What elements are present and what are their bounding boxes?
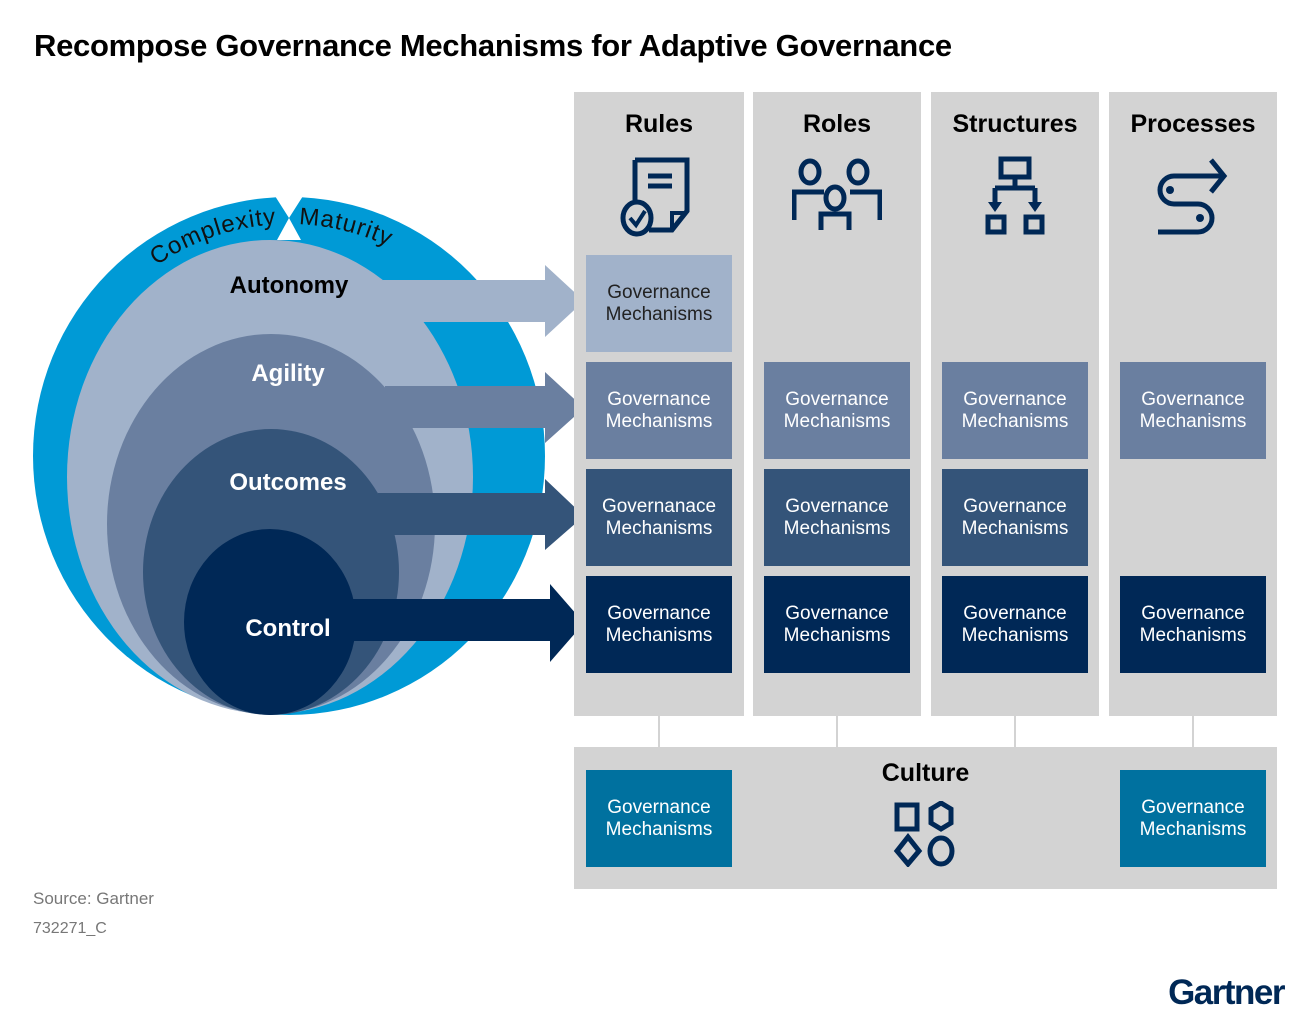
gm-processes-agility: Governance Mechanisms	[1120, 362, 1266, 459]
page-title: Recompose Governance Mechanisms for Adap…	[34, 28, 952, 63]
people-icon	[792, 158, 882, 230]
control-circle	[184, 529, 356, 715]
autonomy-arrow	[383, 265, 584, 337]
gm-rules-outcomes: Governanace Mechanisms	[586, 469, 732, 566]
column-header: Structures	[952, 110, 1078, 138]
outcomes-arrow	[378, 479, 584, 550]
connector-line	[836, 716, 838, 747]
document-check-icon	[620, 157, 690, 237]
gm-structures-outcomes: Governance Mechanisms	[942, 469, 1088, 566]
connector-line	[658, 716, 660, 747]
ring-notch	[275, 196, 303, 240]
connector-line	[1192, 716, 1194, 747]
maturity-circles: Complexity Maturity Autonomy Agility Out…	[33, 196, 584, 715]
level-agility: Agility	[251, 360, 325, 387]
gm-structures-control: Governance Mechanisms	[942, 576, 1088, 673]
level-outcomes: Outcomes	[229, 469, 346, 496]
connector-line	[1014, 716, 1016, 747]
source-note: Source: Gartner	[33, 889, 154, 908]
gm-rules-control: Governance Mechanisms	[586, 576, 732, 673]
gm-culture-left: Governance Mechanisms	[586, 770, 732, 867]
culture-header: Culture	[881, 759, 970, 787]
gm-rules-autonomy: Governance Mechanisms	[586, 255, 732, 352]
gm-processes-control: Governance Mechanisms	[1120, 576, 1266, 673]
level-autonomy: Autonomy	[230, 272, 349, 299]
gm-roles-agility: Governance Mechanisms	[764, 362, 910, 459]
document-id: 732271_C	[33, 920, 107, 937]
gm-roles-control: Governance Mechanisms	[764, 576, 910, 673]
agility-arrow	[385, 372, 584, 443]
control-arrow	[353, 584, 584, 662]
org-chart-icon	[985, 156, 1045, 235]
gm-rules-agility: Governance Mechanisms	[586, 362, 732, 459]
gartner-logo: Gartner	[1168, 973, 1285, 1012]
column-header: Roles	[802, 110, 872, 138]
column-header: Rules	[624, 110, 694, 138]
gm-culture-right: Governance Mechanisms	[1120, 770, 1266, 867]
level-control: Control	[245, 615, 330, 642]
gm-structures-agility: Governance Mechanisms	[942, 362, 1088, 459]
column-header: Processes	[1130, 110, 1256, 138]
gm-roles-outcomes: Governance Mechanisms	[764, 469, 910, 566]
shapes-icon	[893, 801, 955, 867]
process-path-icon	[1157, 158, 1228, 235]
